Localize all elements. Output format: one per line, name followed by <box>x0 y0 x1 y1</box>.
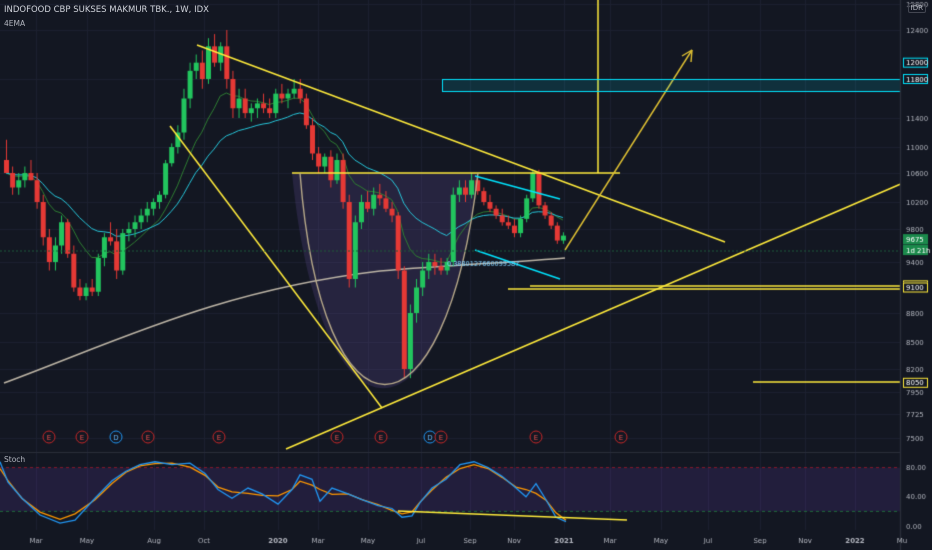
stoch-label: Stoch <box>4 455 26 464</box>
indicator-label: 4EMA <box>4 19 26 28</box>
chart-title: INDOFOOD CBP SUKSES MAKMUR TBK., 1W, IDX <box>4 5 209 15</box>
currency-label: IDR <box>907 3 926 13</box>
